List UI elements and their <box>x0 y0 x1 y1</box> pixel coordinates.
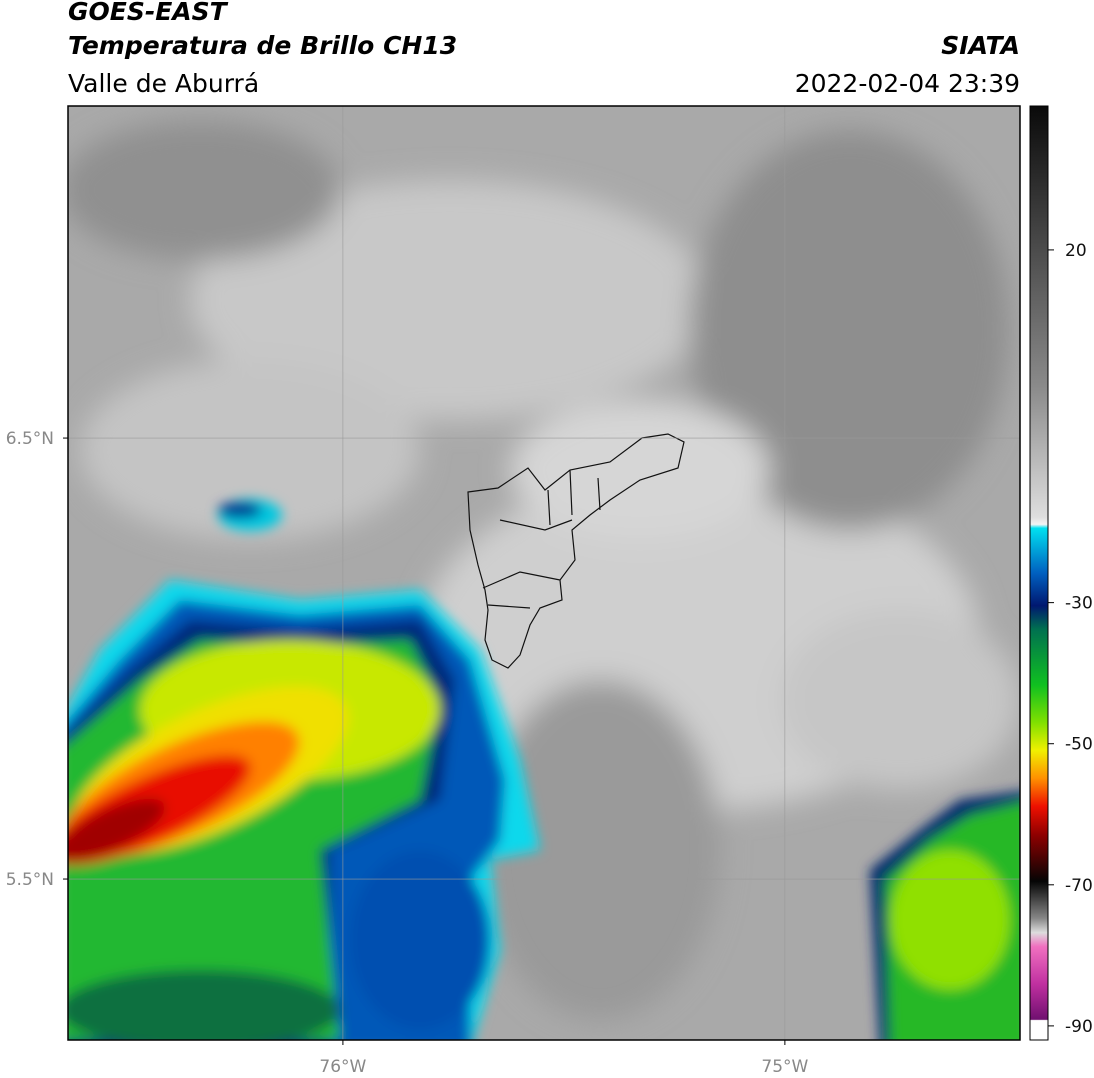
colorbar-label: 20 <box>1065 241 1087 261</box>
y-tick-label: 5.5°N <box>6 870 54 890</box>
colorbar <box>1029 105 1049 1041</box>
colorbar-label: -30 <box>1065 594 1093 614</box>
region: Valle de Aburrá <box>68 69 259 98</box>
y-tick-label: 6.5°N <box>6 429 54 449</box>
colorbar-label: -50 <box>1065 735 1093 755</box>
satellite-image <box>68 106 1020 1040</box>
source: GOES-EAST <box>68 0 229 26</box>
agency: SIATA <box>941 31 1020 60</box>
colorbar-label: -70 <box>1065 876 1093 896</box>
timestamp: 2022-02-04 23:39 <box>795 69 1020 98</box>
municipal-boundaries <box>467 433 685 669</box>
product: Temperatura de Brillo CH13 <box>68 31 457 60</box>
map-frame <box>67 105 1021 1041</box>
colorbar-label: -90 <box>1065 1017 1093 1037</box>
x-tick-label: 75°W <box>761 1057 808 1077</box>
x-tick-label: 76°W <box>319 1057 366 1077</box>
